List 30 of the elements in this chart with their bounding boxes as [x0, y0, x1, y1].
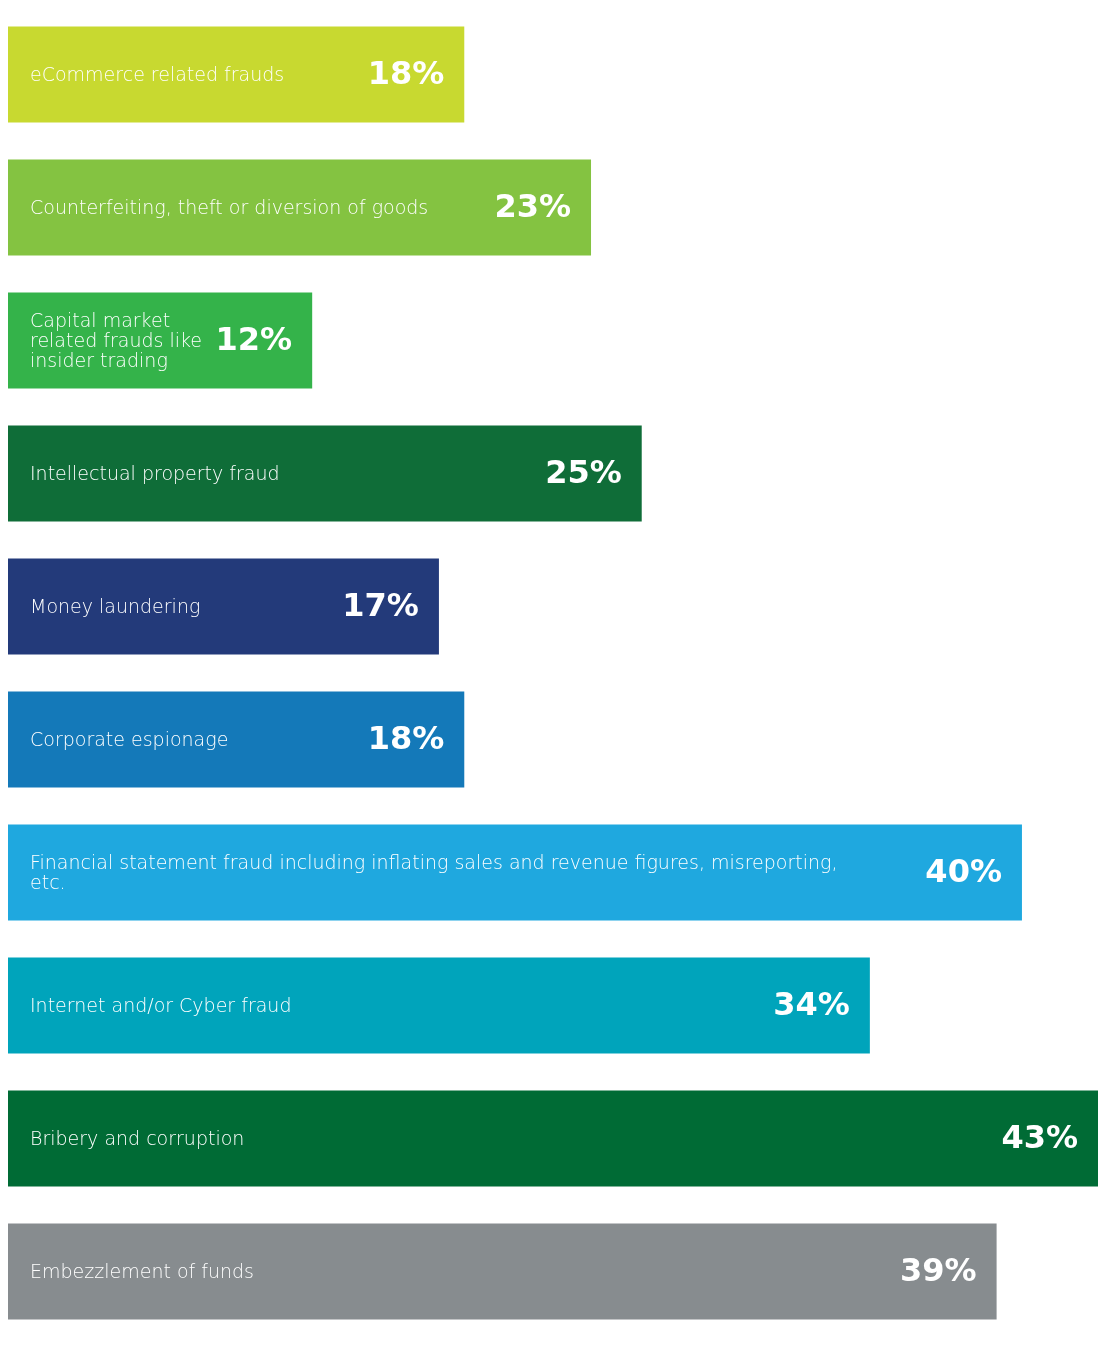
y-tick-label: Intellectual property fraud	[30, 461, 280, 484]
data-label: 39%	[900, 1250, 977, 1289]
y-tick-label: Money laundering	[30, 594, 201, 617]
y-tick-label: Corporate espionage	[30, 727, 229, 750]
y-tick-label: Financial statement fraud including inflating sales and revenue figures, misreporting, etc.	[30, 850, 838, 893]
data-label: 18%	[367, 718, 445, 757]
data-label: 40%	[925, 851, 1002, 890]
bar	[8, 292, 313, 389]
y-tick-label: Capital market related frauds like insider trading	[30, 308, 203, 371]
bar	[8, 425, 642, 522]
y-tick-label: Bribery and corruption	[30, 1126, 245, 1149]
bar	[8, 824, 1022, 921]
y-tick-label: eCommerce related frauds	[30, 62, 285, 85]
bar	[8, 159, 592, 256]
data-label: 34%	[773, 984, 850, 1023]
bar	[8, 957, 870, 1054]
bar	[8, 558, 439, 655]
bar	[8, 691, 465, 788]
data-label: 25%	[545, 452, 622, 491]
bar	[8, 1090, 1098, 1187]
bar	[8, 26, 465, 123]
y-tick-label: Embezzlement of funds	[30, 1259, 254, 1282]
y-tick-label: Internet and/or Cyber fraud	[30, 993, 292, 1016]
data-label: 18%	[367, 53, 445, 92]
bar	[8, 1223, 997, 1320]
data-label: 17%	[342, 585, 419, 624]
data-label: 12%	[215, 319, 293, 358]
data-label: 43%	[1001, 1117, 1078, 1156]
data-label: 23%	[494, 186, 572, 225]
y-tick-label: Counterfeiting, theft or diversion of goods	[30, 195, 429, 218]
